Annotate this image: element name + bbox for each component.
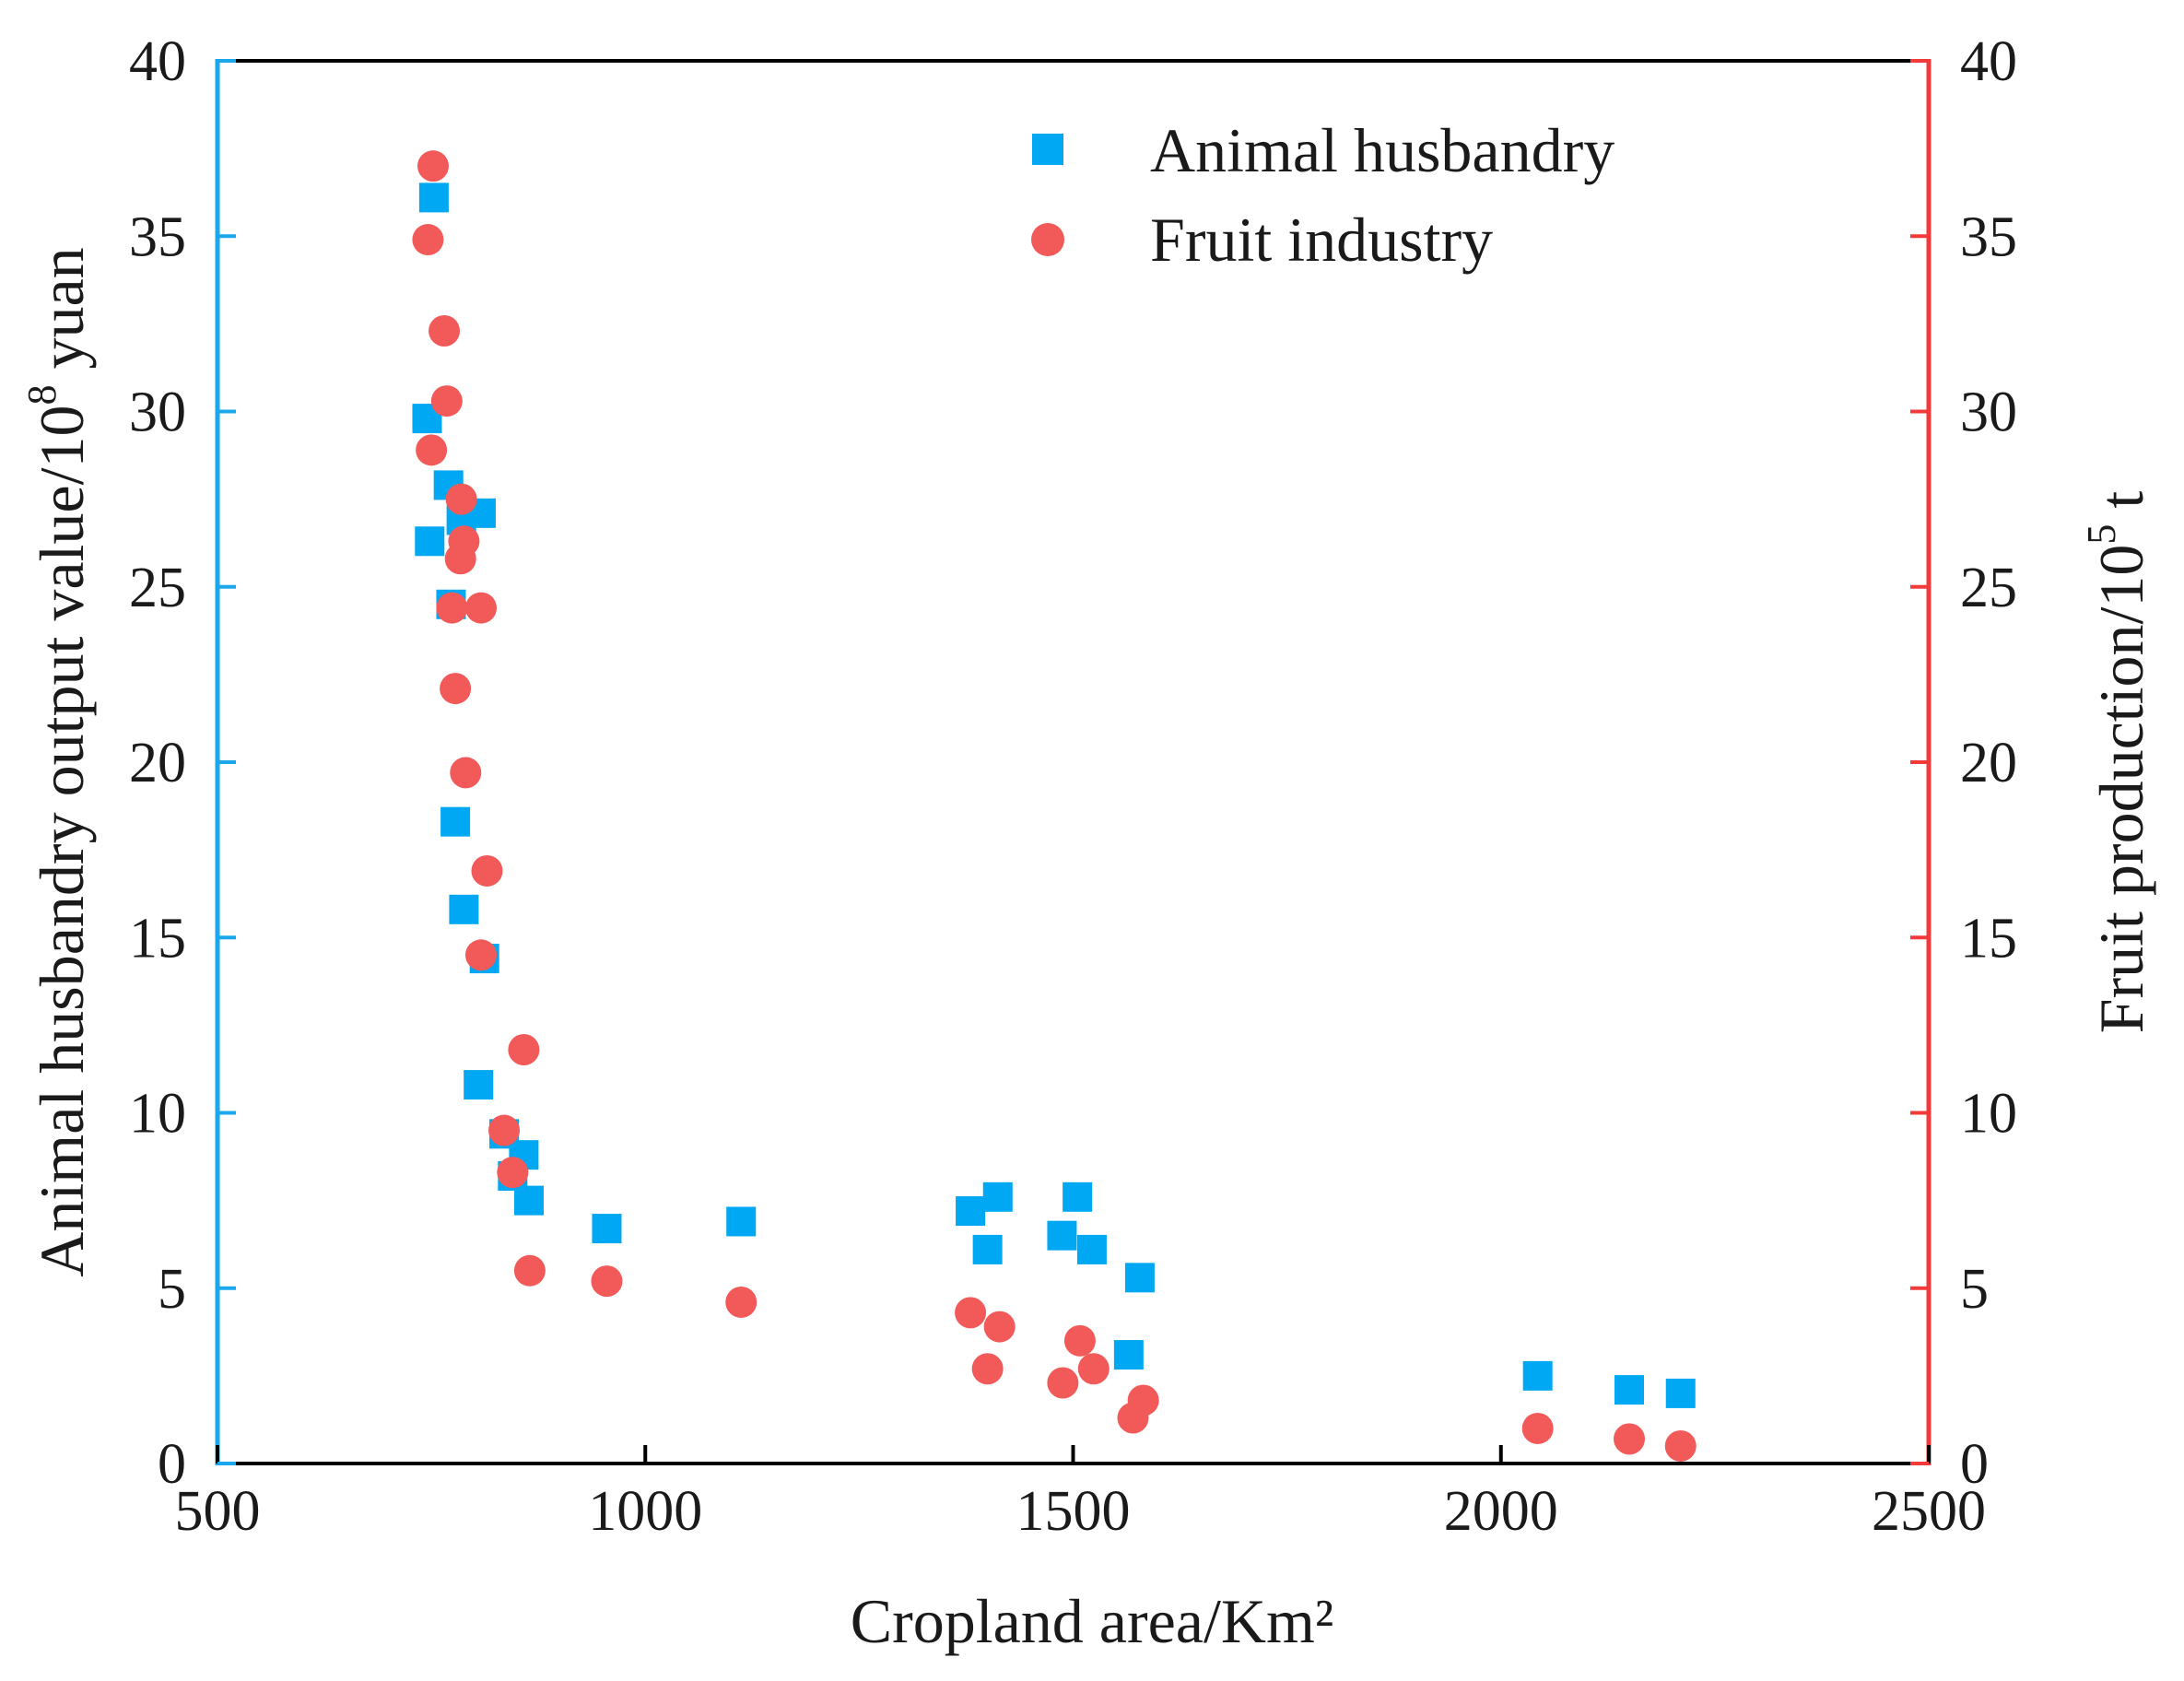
fruit-industry-point bbox=[464, 592, 497, 624]
x-tick-label: 500 bbox=[175, 1480, 261, 1543]
right-y-tick-label: 40 bbox=[1960, 30, 2017, 93]
right-y-tick-label: 0 bbox=[1960, 1433, 1989, 1496]
animal-husbandry-point bbox=[1063, 1181, 1093, 1212]
animal-husbandry-point bbox=[956, 1196, 986, 1227]
fruit-industry-point bbox=[1077, 1353, 1110, 1385]
fruit-industry-point bbox=[417, 150, 449, 182]
series-fruit-industry bbox=[412, 150, 1697, 1462]
animal-husbandry-point bbox=[982, 1181, 1013, 1212]
fruit-industry-point bbox=[508, 1034, 540, 1066]
fruit-industry-point bbox=[450, 757, 482, 789]
fruit-industry-point bbox=[444, 543, 476, 575]
animal-husbandry-point bbox=[1047, 1220, 1077, 1251]
fruit-industry-point bbox=[488, 1114, 521, 1146]
left-y-tick-label: 35 bbox=[129, 206, 186, 268]
animal-husbandry-point bbox=[464, 1070, 494, 1100]
left-y-tick-label: 0 bbox=[158, 1433, 186, 1496]
animal-husbandry-point bbox=[418, 182, 449, 213]
fruit-industry-point bbox=[983, 1311, 1016, 1343]
fruit-industry-point bbox=[1614, 1423, 1646, 1455]
fruit-industry-point bbox=[1664, 1429, 1697, 1462]
right-y-tick-label: 5 bbox=[1960, 1258, 1989, 1321]
left-y-axis-title-exponent: 8 bbox=[19, 384, 65, 405]
animal-husbandry-point bbox=[449, 894, 479, 924]
animal-husbandry-point bbox=[513, 1185, 544, 1216]
left-y-tick-label: 5 bbox=[158, 1258, 186, 1321]
animal-husbandry-point bbox=[415, 526, 445, 557]
animal-husbandry-point bbox=[440, 806, 471, 837]
legend: Animal husbandry Fruit industry bbox=[1031, 115, 1615, 275]
right-y-tick-label: 25 bbox=[1960, 557, 2017, 619]
fruit-industry-point bbox=[436, 592, 468, 624]
fruit-industry-point bbox=[1521, 1412, 1554, 1444]
right-y-tick-label: 15 bbox=[1960, 907, 2017, 970]
fruit-industry-point bbox=[513, 1254, 546, 1287]
fruit-industry-point bbox=[971, 1353, 1004, 1385]
fruit-industry-point bbox=[412, 224, 444, 256]
right-y-tick-label: 30 bbox=[1960, 382, 2017, 444]
fruit-industry-point bbox=[1063, 1324, 1096, 1357]
right-y-axis-title: Fruit production/105 t bbox=[2079, 491, 2156, 1034]
right-y-tick-label: 20 bbox=[1960, 732, 2017, 794]
animal-husbandry-point bbox=[726, 1206, 757, 1237]
right-y-tick-label: 35 bbox=[1960, 206, 2017, 268]
series-animal-husbandry bbox=[412, 182, 1696, 1408]
left-y-tick-label: 40 bbox=[129, 30, 186, 93]
left-y-axis-title-unit: yuan bbox=[27, 247, 97, 384]
legend-label-fruit-industry: Fruit industry bbox=[1150, 205, 1493, 275]
animal-husbandry-point bbox=[1615, 1375, 1645, 1405]
legend-marker-fruit-industry bbox=[1031, 223, 1064, 256]
right-y-axis-title-base: Fruit production/10 bbox=[2086, 545, 2156, 1034]
left-y-tick-label: 10 bbox=[129, 1083, 186, 1146]
x-tick-label: 2500 bbox=[1872, 1480, 1986, 1543]
fruit-industry-point bbox=[955, 1297, 987, 1329]
fruit-industry-point bbox=[430, 385, 463, 417]
fruit-industry-point bbox=[591, 1265, 623, 1298]
left-y-tick-label: 25 bbox=[129, 557, 186, 619]
fruit-industry-point bbox=[464, 939, 497, 971]
right-y-axis-title-exponent: 5 bbox=[2079, 524, 2124, 545]
animal-husbandry-point bbox=[1522, 1360, 1553, 1391]
fruit-industry-point bbox=[445, 483, 477, 515]
animal-husbandry-point bbox=[592, 1214, 622, 1244]
fruit-industry-point bbox=[497, 1157, 529, 1189]
left-y-axis-title-base: Animal husbandry output value/10 bbox=[27, 405, 97, 1276]
x-tick-label: 2000 bbox=[1444, 1480, 1558, 1543]
right-y-tick-label: 10 bbox=[1960, 1083, 2017, 1146]
legend-marker-animal-husbandry bbox=[1032, 134, 1063, 165]
animal-husbandry-point bbox=[1124, 1263, 1155, 1293]
fruit-industry-point bbox=[471, 854, 503, 887]
fruit-industry-point bbox=[416, 434, 448, 466]
left-y-tick-label: 20 bbox=[129, 732, 186, 794]
x-tick-label: 1000 bbox=[588, 1480, 702, 1543]
fruit-industry-point bbox=[1047, 1367, 1079, 1399]
fruit-industry-point bbox=[429, 314, 461, 347]
x-tick-label: 1500 bbox=[1016, 1480, 1131, 1543]
animal-husbandry-point bbox=[1076, 1234, 1107, 1264]
legend-label-animal-husbandry: Animal husbandry bbox=[1150, 115, 1615, 185]
animal-husbandry-point bbox=[1113, 1340, 1144, 1370]
animal-husbandry-point bbox=[1665, 1378, 1696, 1408]
fruit-industry-point bbox=[1117, 1402, 1149, 1434]
left-y-tick-label: 15 bbox=[129, 907, 186, 970]
left-y-tick-label: 30 bbox=[129, 382, 186, 444]
animal-husbandry-point bbox=[972, 1234, 1003, 1264]
x-axis-title: Cropland area/Km² bbox=[851, 1586, 1334, 1656]
fruit-industry-point bbox=[440, 673, 472, 705]
right-y-axis-title-unit: t bbox=[2086, 491, 2156, 524]
left-y-axis-title: Animal husbandry output value/108 yuan bbox=[19, 247, 97, 1276]
fruit-industry-point bbox=[725, 1286, 757, 1318]
